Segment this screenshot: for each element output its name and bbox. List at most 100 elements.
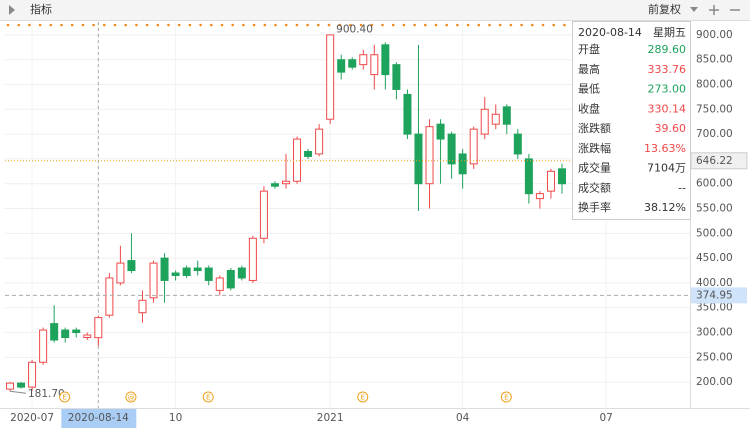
- dot: [349, 23, 352, 27]
- price-label: 646.22: [696, 155, 733, 167]
- tooltip-label: 成交量: [578, 161, 611, 175]
- event-label: E: [504, 394, 508, 402]
- candle-body: [392, 64, 401, 90]
- candle-body: [193, 267, 202, 272]
- dot: [145, 23, 149, 27]
- candle-body: [270, 183, 279, 187]
- dot: [531, 23, 534, 27]
- candle-body: [237, 267, 246, 279]
- tooltip-value: 7104万: [647, 162, 686, 175]
- y-tick-label: 600.00: [696, 178, 733, 190]
- candle-body: [458, 153, 467, 175]
- expand-icon[interactable]: [9, 5, 15, 15]
- y-tick-label: 850.00: [696, 54, 733, 66]
- candle-body: [524, 158, 533, 195]
- dropdown-icon[interactable]: [690, 7, 698, 12]
- event-label: @: [127, 394, 134, 402]
- tooltip-label: 涨跌额: [578, 121, 611, 135]
- dot: [477, 23, 481, 27]
- dot: [488, 23, 491, 27]
- price-label: 374.95: [696, 289, 733, 301]
- price-label-box: [691, 287, 747, 304]
- candle-body: [480, 108, 489, 135]
- dot: [220, 23, 224, 27]
- dot: [210, 23, 213, 27]
- max-label: 900.40: [336, 24, 373, 36]
- candle-body: [447, 133, 456, 165]
- dot: [17, 23, 21, 27]
- candle-body: [28, 361, 37, 388]
- candle-body: [491, 113, 500, 125]
- candle-body: [381, 44, 390, 76]
- dot: [445, 23, 449, 27]
- candle-body: [204, 267, 213, 281]
- candle-body: [171, 272, 180, 276]
- dot: [60, 23, 63, 27]
- dot: [424, 23, 427, 27]
- candle-body: [226, 270, 235, 289]
- candle-body: [72, 329, 81, 334]
- event-label: E: [361, 394, 365, 402]
- tooltip: [572, 21, 691, 220]
- dot: [124, 23, 127, 27]
- tooltip-label: 最低: [578, 83, 600, 96]
- event-marker: [125, 391, 137, 403]
- tooltip-label: 成交额: [578, 180, 611, 194]
- dot: [284, 23, 288, 27]
- x-tick-label: 07: [599, 412, 612, 424]
- dot: [177, 23, 181, 27]
- candle-body: [83, 334, 92, 338]
- dot: [81, 23, 85, 27]
- dot: [103, 23, 106, 27]
- candle-body: [17, 382, 26, 388]
- dot: [70, 23, 74, 27]
- dot: [188, 23, 192, 27]
- dot: [381, 23, 384, 27]
- candle-body: [61, 329, 70, 338]
- candle-body: [39, 329, 48, 363]
- dot: [509, 23, 513, 27]
- dot: [113, 23, 117, 27]
- tooltip-label: 最高: [578, 62, 600, 76]
- y-tick-label: 700.00: [696, 128, 733, 140]
- tooltip-label: 开盘: [578, 42, 600, 56]
- tooltip-value: 333.76: [648, 63, 687, 76]
- candle-body: [425, 126, 434, 185]
- candle-body: [6, 382, 14, 390]
- candle-body: [337, 59, 346, 73]
- candle-body: [359, 54, 368, 66]
- event-marker: [357, 391, 369, 403]
- candle-body: [248, 237, 257, 281]
- candle-body: [326, 34, 335, 120]
- dot: [370, 23, 374, 27]
- candle-body: [50, 323, 59, 341]
- dot: [6, 23, 10, 27]
- dot: [135, 23, 138, 27]
- tooltip-value: 38.12%: [644, 201, 686, 214]
- candle-body: [282, 180, 290, 185]
- candle-body: [513, 133, 522, 155]
- dot: [456, 23, 459, 27]
- dot: [38, 23, 42, 27]
- tooltip-label: 收盘: [578, 101, 600, 115]
- dot: [242, 23, 245, 27]
- candle-body: [293, 138, 302, 182]
- candle-body: [138, 299, 147, 314]
- y-tick-label: 250.00: [696, 351, 733, 363]
- dot: [231, 23, 234, 27]
- adjust-button[interactable]: 前复权: [648, 2, 681, 16]
- dot: [391, 23, 395, 27]
- x-tick-label: 04: [456, 412, 470, 424]
- y-tick-label: 350.00: [696, 302, 733, 314]
- dot: [434, 23, 438, 27]
- dot: [28, 23, 31, 27]
- zoom-in[interactable]: [709, 5, 719, 15]
- indicator-button[interactable]: 指标: [30, 2, 52, 16]
- y-tick-label: 750.00: [696, 103, 733, 115]
- candle-body: [315, 128, 324, 155]
- dot: [167, 23, 170, 27]
- event-label: E: [62, 394, 66, 402]
- candle-body: [535, 193, 544, 200]
- dot: [49, 23, 53, 27]
